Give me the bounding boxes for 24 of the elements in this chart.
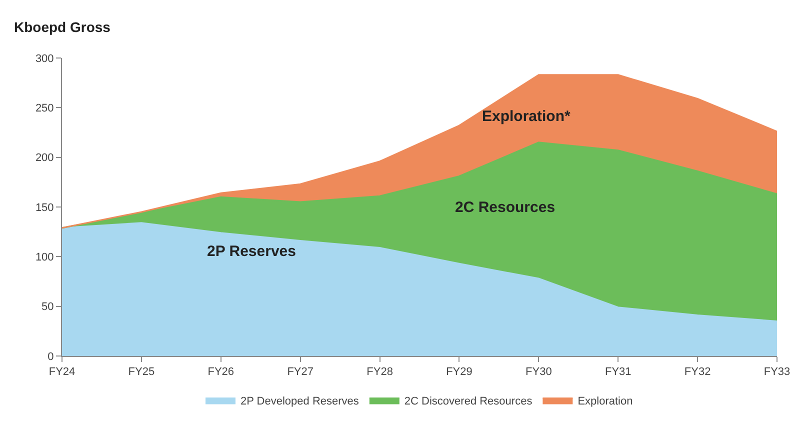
x-tick-label: FY29 <box>446 366 472 378</box>
x-tick-label: FY28 <box>366 366 393 378</box>
y-tick-label: 0 <box>48 350 54 363</box>
legend-label: 2P Developed Reserves <box>240 396 360 408</box>
x-tick-label: FY27 <box>287 366 314 378</box>
x-tick-label: FY26 <box>208 366 234 378</box>
x-tick-label: FY32 <box>684 366 711 378</box>
x-tick-label: FY33 <box>764 366 790 378</box>
x-tick-label: FY24 <box>48 366 76 378</box>
annotation: 2P Reserves <box>207 243 296 260</box>
x-tick-label: FY25 <box>128 366 155 378</box>
y-axis-title: Kboepd Gross <box>14 19 111 35</box>
x-tick-label: FY30 <box>526 366 552 378</box>
y-tick-label: 250 <box>35 102 54 115</box>
legend-label: Exploration <box>578 396 633 408</box>
annotation: Exploration* <box>482 108 571 125</box>
annotation: 2C Resources <box>455 199 556 216</box>
y-tick-label: 150 <box>35 202 54 214</box>
x-tick-label: FY31 <box>604 366 632 378</box>
y-tick-label: 200 <box>35 152 54 164</box>
legend-label: 2C Discovered Resources <box>404 396 533 408</box>
y-tick-label: 300 <box>35 52 54 65</box>
y-tick-label: 50 <box>42 301 54 314</box>
y-tick-label: 100 <box>35 252 54 264</box>
